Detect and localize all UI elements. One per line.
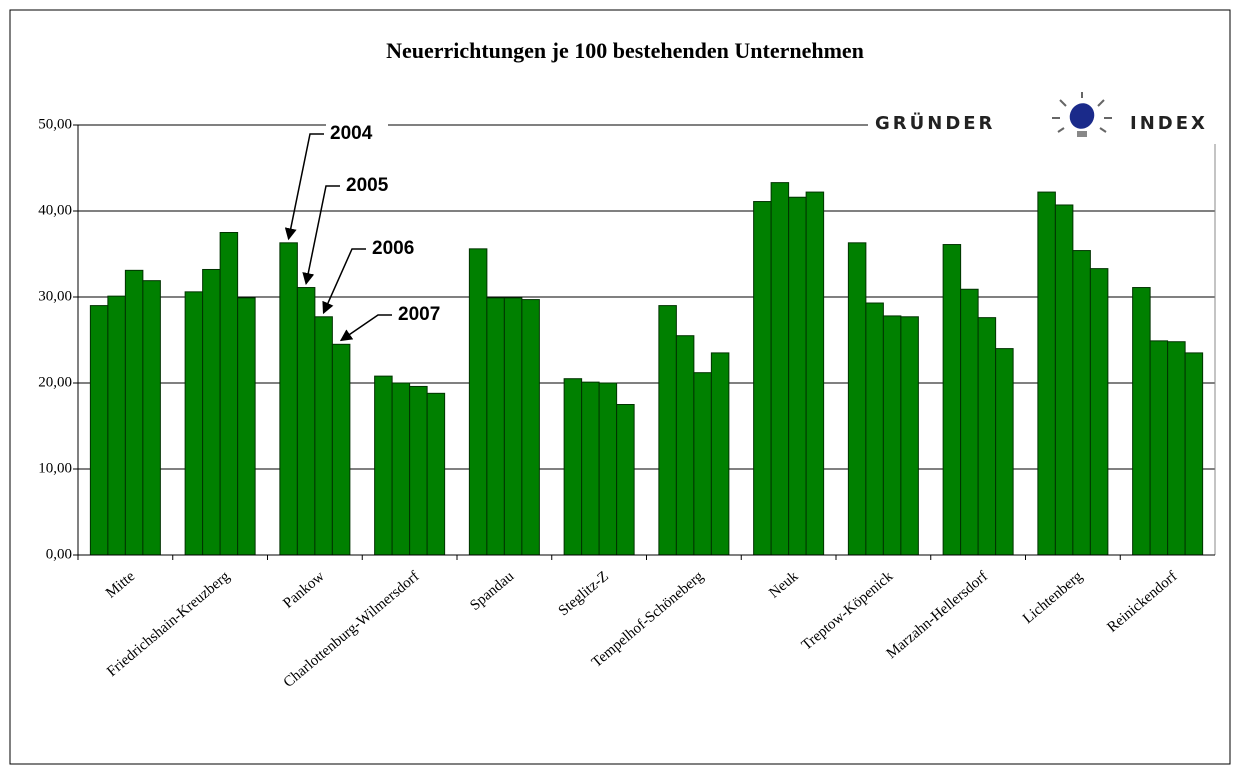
y-tick-label: 50,00 — [38, 116, 72, 132]
bar — [900, 316, 919, 556]
annotation-bg — [342, 172, 404, 200]
bar — [598, 382, 618, 556]
annotation-arrow — [339, 314, 392, 342]
bar — [331, 343, 351, 556]
bar — [486, 297, 505, 556]
bar — [693, 372, 712, 556]
bar — [1037, 191, 1056, 556]
bar — [202, 268, 221, 556]
bar — [675, 335, 695, 556]
chart-title: Neuerrichtungen je 100 bestehenden Unter… — [386, 38, 864, 63]
bar — [805, 191, 825, 556]
bar — [409, 385, 428, 556]
bar — [942, 244, 962, 556]
bar — [865, 302, 884, 556]
bar — [960, 288, 979, 556]
annotation: 2007 — [398, 304, 440, 325]
bar — [1149, 340, 1169, 556]
logo-icon — [1069, 103, 1095, 129]
annotation: 2005 — [346, 175, 389, 196]
bar — [237, 297, 256, 556]
bar — [503, 297, 523, 556]
logo-text: GRÜNDER — [875, 112, 995, 134]
bar — [1184, 352, 1204, 556]
bar — [753, 201, 772, 556]
logo-ray — [1099, 127, 1107, 133]
annotation-arrow — [322, 248, 366, 315]
y-tick-label: 30,00 — [38, 288, 72, 304]
annotation-bg — [368, 235, 430, 263]
bar — [658, 305, 677, 556]
bar — [710, 352, 730, 556]
y-tick-label: 20,00 — [38, 374, 72, 390]
bar — [391, 382, 411, 556]
bar — [426, 392, 446, 556]
bar — [581, 381, 600, 556]
bar — [142, 280, 161, 556]
bar — [314, 316, 333, 556]
bar — [468, 248, 488, 556]
annotation-bg — [326, 120, 388, 148]
logo-bg — [868, 104, 1228, 144]
bar — [124, 269, 144, 556]
bar — [184, 291, 204, 556]
logo-icon — [1077, 131, 1087, 137]
y-tick-label: 40,00 — [38, 202, 72, 218]
bar — [616, 404, 635, 556]
bar — [296, 287, 316, 556]
bar — [977, 317, 997, 556]
bar — [563, 378, 583, 556]
bar — [1072, 250, 1091, 556]
bar — [882, 315, 902, 556]
y-tick-label: 0,00 — [46, 546, 72, 562]
bar — [89, 305, 109, 556]
bar — [107, 295, 126, 556]
bar — [995, 348, 1014, 556]
logo-ray — [1057, 127, 1065, 133]
annotation: 2006 — [372, 238, 414, 259]
logo-ray — [1059, 99, 1067, 107]
annotation-bg — [394, 301, 456, 329]
bar — [1132, 287, 1151, 556]
logo-text: INDEX — [1130, 113, 1208, 134]
bar — [219, 232, 239, 556]
annotation-arrow — [302, 185, 340, 286]
annotation-arrow — [284, 133, 324, 241]
logo-ray — [1097, 99, 1105, 107]
bar — [1167, 341, 1186, 556]
bar — [770, 182, 790, 556]
bar — [521, 299, 540, 556]
bar — [374, 375, 393, 556]
bar — [788, 196, 807, 556]
bar — [847, 242, 867, 556]
bar — [1054, 204, 1074, 556]
bar — [279, 242, 298, 556]
y-tick-label: 10,00 — [38, 460, 72, 476]
bar — [1089, 268, 1109, 556]
annotation: 2004 — [330, 123, 373, 144]
